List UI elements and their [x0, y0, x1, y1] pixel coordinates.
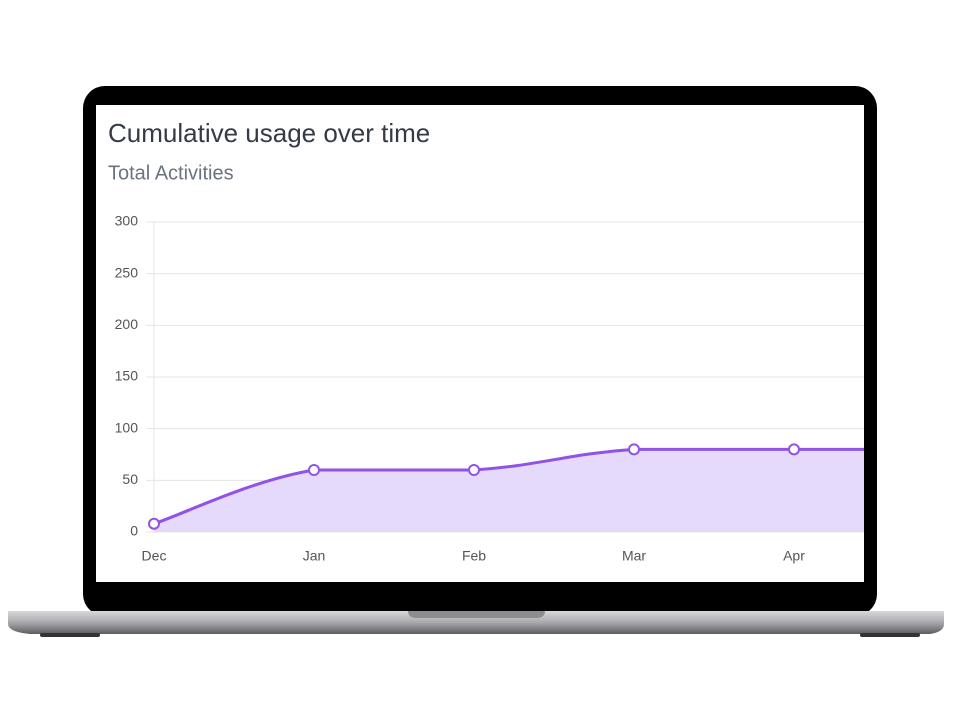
y-tick-label: 150: [115, 368, 139, 384]
y-tick-label: 0: [130, 523, 138, 539]
x-tick-label: Apr: [783, 548, 805, 564]
y-tick-label: 300: [115, 213, 139, 229]
point: [148, 517, 160, 530]
line: [153, 447, 864, 526]
point: [468, 464, 480, 476]
chart-title: Cumulative usage over time: [108, 118, 430, 148]
area: [154, 449, 864, 532]
x-tick-label: Dec: [142, 548, 167, 564]
y-tick-label: 50: [122, 471, 138, 487]
laptop-base: [8, 611, 944, 634]
y-tick-label: 250: [115, 264, 139, 280]
x-tick-label: Mar: [622, 548, 646, 564]
plot: [146, 221, 959, 533]
point: [308, 464, 320, 476]
laptop-notch: [408, 611, 545, 618]
x-tick-label: Jan: [303, 548, 326, 564]
point: [628, 443, 640, 456]
laptop-foot: [860, 633, 920, 637]
x-tick-label: Feb: [462, 548, 486, 564]
chart-subtitle: Total Activities: [108, 162, 234, 184]
laptop-foot: [40, 633, 100, 637]
point: [788, 443, 800, 456]
y-tick-label: 100: [115, 419, 139, 435]
point: [949, 444, 959, 454]
y-tick-label: 200: [115, 316, 139, 332]
